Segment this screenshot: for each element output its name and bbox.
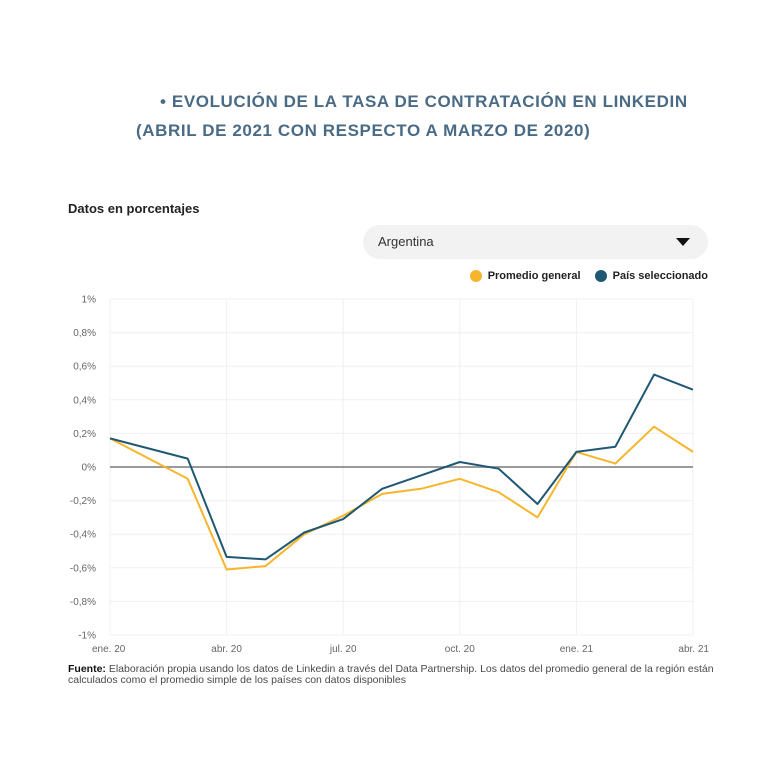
country-select-value: Argentina	[378, 234, 434, 249]
legend: Promedio general País seleccionado	[462, 270, 708, 282]
y-tick-label: 1%	[82, 295, 97, 306]
y-tick-label: -0,6%	[70, 563, 96, 574]
chart-title-line-1: • EVOLUCIÓN DE LA TASA DE CONTRATACIÓN E…	[160, 92, 688, 111]
series-lines	[109, 373, 694, 571]
series-line-promedio-general	[109, 425, 694, 571]
x-tick-label: ene. 21	[560, 644, 594, 655]
legend-item-pais-seleccionado[interactable]: País seleccionado	[594, 270, 708, 282]
legend-item-promedio-general[interactable]: Promedio general	[469, 270, 581, 282]
x-axis-ticks: ene. 20 abr. 20 jul. 20 oct. 20 ene. 21 abr. …	[92, 644, 709, 655]
legend-swatch-promedio-general	[469, 270, 482, 282]
y-tick-label: -1%	[78, 631, 96, 642]
x-tick-label: abr. 21	[678, 644, 709, 655]
caret-down-icon[interactable]	[676, 238, 690, 246]
x-tick-label: ene. 20	[92, 644, 126, 655]
y-tick-label: -0,4%	[70, 530, 96, 541]
series-line-pais-seleccionado	[109, 373, 694, 561]
footnote-label: Fuente:	[68, 663, 106, 675]
units-label: Datos en porcentajes	[68, 201, 200, 216]
y-tick-label: -0,2%	[70, 496, 96, 507]
country-select[interactable]: Argentina	[363, 225, 708, 259]
x-tick-label: abr. 20	[211, 644, 242, 655]
y-tick-label: 0,2%	[73, 429, 96, 440]
x-tick-label: oct. 20	[445, 644, 475, 655]
y-tick-label: -0,8%	[70, 597, 96, 608]
y-tick-label: 0%	[82, 463, 97, 474]
legend-label-pais-seleccionado: País seleccionado	[612, 270, 708, 282]
x-tick-label: jul. 20	[329, 644, 357, 655]
y-axis-ticks: 1% 0,8% 0,6% 0,4% 0,2% 0% -0,2% -0,4% -0,6% -0,8%…	[70, 295, 96, 642]
y-tick-label: 0,8%	[73, 328, 96, 339]
source-footnote: Fuente: Elaboración propia usando los da…	[68, 664, 728, 686]
legend-label-promedio-general: Promedio general	[487, 270, 581, 282]
y-tick-label: 0,6%	[73, 362, 96, 373]
legend-swatch-pais-seleccionado	[594, 270, 607, 282]
footnote-text: Elaboración propia usando los datos de L…	[68, 663, 714, 686]
chart-title-line-2: (ABRIL DE 2021 CON RESPECTO A MARZO DE 2…	[136, 121, 591, 140]
y-tick-label: 0,4%	[73, 395, 96, 406]
